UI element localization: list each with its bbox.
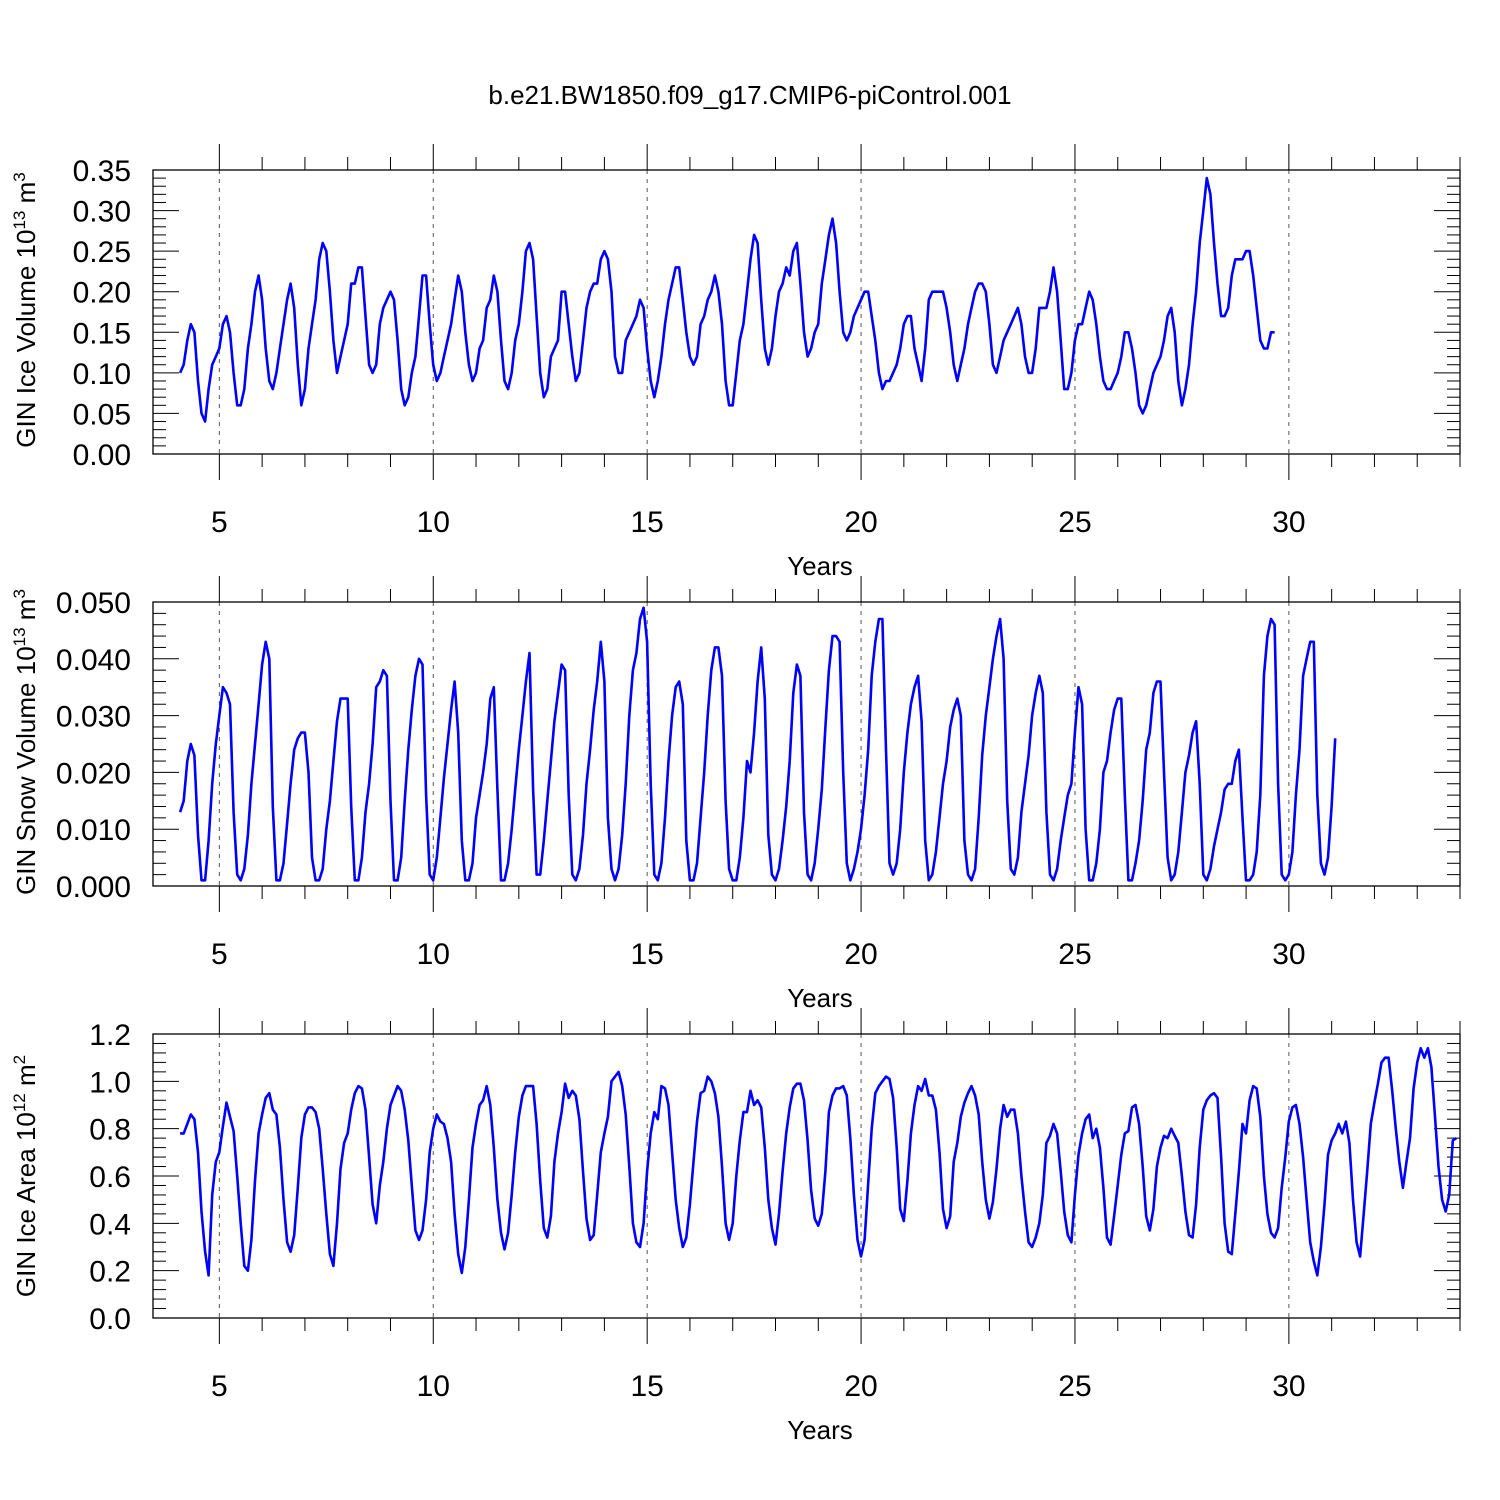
x-tick-label: 5 [211, 938, 228, 971]
x-tick-label: 10 [417, 938, 450, 971]
y-tick-label: 0.4 [89, 1208, 131, 1241]
series-line [178, 176, 1275, 423]
y-tick-label: 0.8 [89, 1114, 131, 1147]
x-tick-label: 20 [844, 506, 877, 539]
x-tick-label: 30 [1272, 938, 1305, 971]
x-tick-label: 15 [630, 938, 663, 971]
panel-ice-area: 5 10 15 20 25 30 Years 0.0 0.2 0.4 0.6 0.8 1.0 1.2 GIN… [10, 1008, 1461, 1445]
x-tick-label: 20 [844, 1370, 877, 1403]
y-tick-label: 0.30 [73, 196, 131, 229]
y-tick-label: 0.030 [56, 701, 131, 734]
x-tick-label: 25 [1058, 506, 1091, 539]
x-tick-label: 15 [630, 1370, 663, 1403]
x-tick-label: 20 [844, 938, 877, 971]
y-tick-label: 0.00 [73, 439, 131, 472]
x-tick-label: 30 [1272, 1370, 1305, 1403]
series-line [178, 606, 1337, 882]
y-tick-label: 1.0 [89, 1066, 131, 1099]
x-axis-label: Years [787, 1415, 853, 1445]
panel-snow-volume: 5 10 15 20 25 30 Years 0.000 0.010 0.020 0.030 0.04… [10, 576, 1461, 1013]
x-axis-label: Years [787, 983, 853, 1013]
y-tick-label: 0.05 [73, 398, 131, 431]
y-axis-label: GIN Ice Volume 1013 m3 [10, 172, 41, 448]
y-tick-label: 1.2 [89, 1019, 131, 1052]
plot-frame [152, 601, 1461, 887]
x-tick-label: 5 [211, 1370, 228, 1403]
x-tick-label: 25 [1058, 1370, 1091, 1403]
y-tick-label: 0.000 [56, 871, 131, 904]
y-tick-label: 0.2 [89, 1256, 131, 1289]
y-tick-label: 0.6 [89, 1161, 131, 1194]
x-tick-label: 30 [1272, 506, 1305, 539]
plot-frame [152, 169, 1461, 455]
series-line [180, 1046, 1458, 1277]
x-tick-label: 10 [417, 506, 450, 539]
y-axis-label: GIN Snow Volume 1013 m3 [10, 589, 41, 895]
y-tick-label: 0.35 [73, 155, 131, 188]
x-axis-label: Years [787, 551, 853, 581]
x-tick-label: 25 [1058, 938, 1091, 971]
y-tick-label: 0.020 [56, 757, 131, 790]
y-tick-label: 0.040 [56, 644, 131, 677]
figure-title: b.e21.BW1850.f09_g17.CMIP6-piControl.001 [488, 80, 1012, 110]
y-tick-label: 0.10 [73, 358, 131, 391]
y-axis-label: GIN Ice Area 1012 m2 [10, 1055, 41, 1297]
y-tick-label: 0.20 [73, 277, 131, 310]
x-tick-label: 15 [630, 506, 663, 539]
y-tick-label: 0.25 [73, 236, 131, 269]
y-tick-label: 0.010 [56, 814, 131, 847]
x-tick-label: 10 [417, 1370, 450, 1403]
y-tick-label: 0.0 [89, 1303, 131, 1336]
y-tick-label: 0.050 [56, 587, 131, 620]
x-tick-label: 5 [211, 506, 228, 539]
panel-ice-volume: 5 10 15 20 25 30 Years 0.00 0.05 0.10 0.15 0.20 0.25… [10, 144, 1461, 581]
y-tick-label: 0.15 [73, 317, 131, 350]
